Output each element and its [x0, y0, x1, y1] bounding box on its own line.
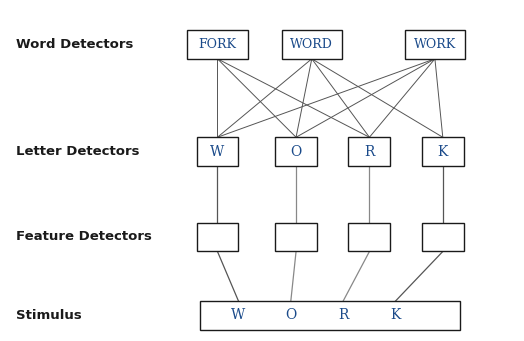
- Bar: [422, 222, 464, 252]
- Bar: [348, 222, 390, 252]
- Bar: [405, 30, 465, 59]
- Text: WORD: WORD: [290, 38, 333, 51]
- Text: R: R: [338, 308, 348, 323]
- Bar: [422, 137, 464, 166]
- Text: O: O: [285, 308, 297, 323]
- Bar: [187, 30, 247, 59]
- Text: FORK: FORK: [199, 38, 236, 51]
- Text: W: W: [231, 308, 246, 323]
- Bar: [200, 301, 460, 330]
- Text: W: W: [210, 145, 225, 159]
- Bar: [348, 137, 390, 166]
- Text: K: K: [438, 145, 448, 159]
- Bar: [196, 222, 238, 252]
- Text: R: R: [364, 145, 375, 159]
- Text: K: K: [390, 308, 401, 323]
- Text: WORK: WORK: [414, 38, 456, 51]
- Text: Feature Detectors: Feature Detectors: [16, 231, 151, 243]
- Text: Stimulus: Stimulus: [16, 309, 81, 322]
- Bar: [275, 137, 317, 166]
- Bar: [196, 137, 238, 166]
- Bar: [282, 30, 342, 59]
- Text: O: O: [290, 145, 302, 159]
- Text: Letter Detectors: Letter Detectors: [16, 145, 139, 158]
- Bar: [275, 222, 317, 252]
- Text: Word Detectors: Word Detectors: [16, 38, 133, 51]
